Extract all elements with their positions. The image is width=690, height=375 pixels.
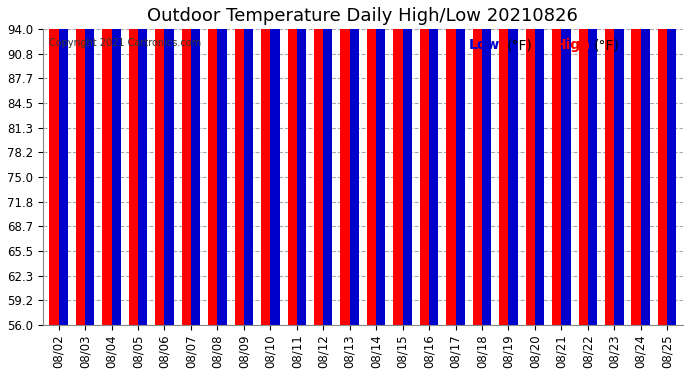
Bar: [208, 0, 217, 325]
Bar: [420, 0, 429, 325]
Bar: [482, 0, 491, 325]
Bar: [85, 0, 95, 325]
Bar: [393, 0, 402, 325]
Bar: [350, 0, 359, 325]
Bar: [605, 0, 614, 325]
Text: (°F): (°F): [593, 38, 620, 52]
Bar: [191, 0, 200, 325]
Bar: [526, 0, 535, 325]
Bar: [76, 0, 85, 325]
Bar: [261, 0, 270, 325]
Bar: [138, 0, 147, 325]
Bar: [455, 0, 465, 325]
Bar: [509, 0, 518, 325]
Text: Low: Low: [469, 38, 500, 52]
Bar: [402, 0, 412, 325]
Bar: [314, 0, 323, 325]
Bar: [614, 0, 624, 325]
Bar: [588, 0, 597, 325]
Bar: [244, 0, 253, 325]
Bar: [323, 0, 333, 325]
Bar: [297, 0, 306, 325]
Bar: [552, 0, 562, 325]
Title: Outdoor Temperature Daily High/Low 20210826: Outdoor Temperature Daily High/Low 20210…: [148, 7, 578, 25]
Bar: [217, 0, 227, 325]
Bar: [473, 0, 482, 325]
Bar: [164, 0, 174, 325]
Bar: [562, 0, 571, 325]
Bar: [535, 0, 544, 325]
Text: High: High: [555, 38, 591, 52]
Bar: [102, 0, 112, 325]
Bar: [270, 0, 279, 325]
Bar: [446, 0, 455, 325]
Bar: [340, 0, 350, 325]
Bar: [578, 0, 588, 325]
Bar: [499, 0, 509, 325]
Bar: [429, 0, 438, 325]
Bar: [155, 0, 164, 325]
Bar: [367, 0, 376, 325]
Bar: [112, 0, 121, 325]
Bar: [641, 0, 650, 325]
Bar: [235, 0, 244, 325]
Bar: [631, 0, 641, 325]
Bar: [376, 0, 386, 325]
Bar: [658, 0, 667, 325]
Bar: [129, 0, 138, 325]
Bar: [181, 0, 191, 325]
Bar: [50, 0, 59, 325]
Bar: [59, 0, 68, 325]
Text: Copyright 2021 Cartronics.com: Copyright 2021 Cartronics.com: [49, 38, 201, 48]
Text: (°F): (°F): [507, 38, 533, 52]
Bar: [667, 0, 676, 325]
Bar: [288, 0, 297, 325]
